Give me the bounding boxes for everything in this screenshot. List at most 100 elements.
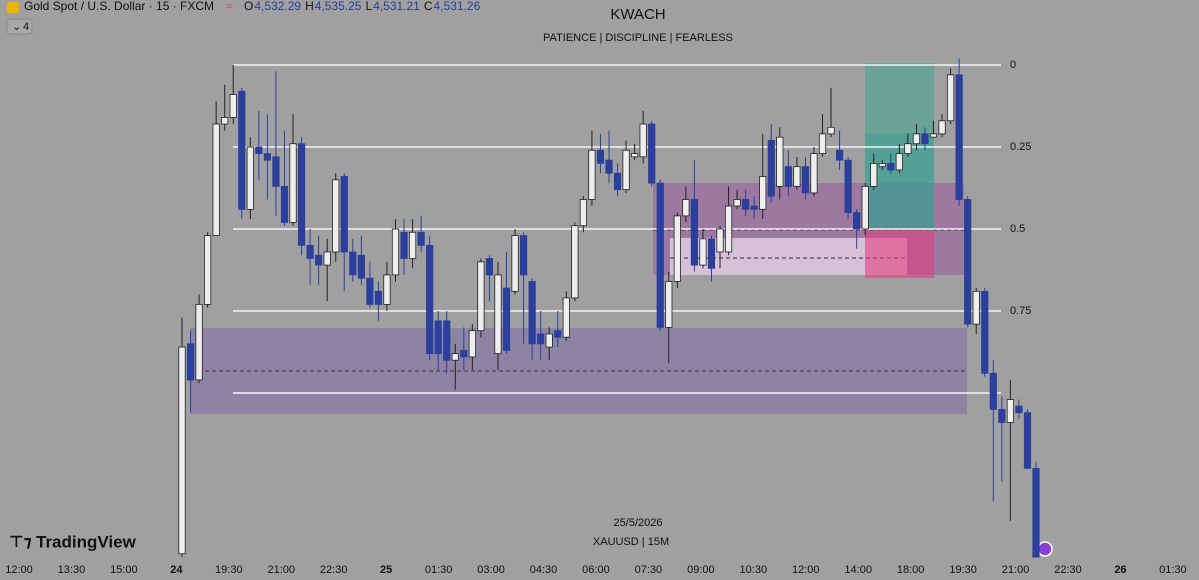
candle-body [263,153,272,161]
candle-body [502,287,511,351]
candle-body [195,304,203,381]
x-tick-label: 14:00 [844,564,872,576]
candle-body [528,281,536,345]
candle-body [272,156,280,187]
x-tick-label: 19:30 [949,564,977,576]
candle-body [212,123,220,236]
candle-body [921,133,929,145]
candle-body [690,199,699,266]
candle-body [349,251,357,276]
candle-body [186,343,195,381]
candle-body [280,185,289,223]
candle-body [596,149,605,164]
candle-body [332,179,340,253]
candle-body [468,330,476,358]
ohlc-key: L [365,0,372,13]
candle-body [981,290,989,374]
candle-body [605,159,613,174]
candle-body [537,333,545,345]
candle-body [178,346,186,555]
ohlc-value: 4,531.21 [373,0,420,13]
candle-body [297,143,306,246]
candle-body [648,123,656,184]
candle-body [443,320,451,361]
x-tick-label: 18:00 [897,564,925,576]
candle-body [699,238,707,266]
ohlc-key: O [244,0,253,13]
x-tick-label: 19:30 [215,564,243,576]
x-tick-label: 12:00 [5,564,33,576]
candle-body [340,176,348,253]
candle-body [955,74,963,200]
x-tick-label: 01:30 [425,564,453,576]
chart-title: KWACH [610,6,665,23]
candle-body [494,274,502,355]
candle-body [366,277,374,305]
candle-body [204,235,212,305]
candle-body [853,212,861,230]
fib-label: 0.5 [1010,223,1025,235]
candle-body [520,235,528,276]
ohlc-value: 4,535.25 [315,0,362,13]
candle-body [246,146,254,210]
logo-mark: ⊤⁊ [9,534,32,551]
x-tick-label: 03:00 [477,564,505,576]
candle-body [656,182,664,328]
candle-body [818,133,827,154]
candle-body [451,353,459,361]
candle-body [357,254,365,279]
candle-body [776,136,784,187]
x-tick-label: 01:30 [1159,564,1187,576]
candle-body [947,74,955,122]
indicator-toggle[interactable] [6,18,33,35]
alert-icon[interactable] [1037,541,1053,557]
candle-body [998,408,1006,423]
candle-body [972,290,980,325]
candle-body [579,199,587,227]
candle-body [904,143,912,154]
candle-body [571,225,579,299]
candle-body [793,166,801,187]
candle-body [639,123,647,158]
candle-body [929,133,938,138]
candle-body [861,185,869,230]
candle-body [408,231,417,259]
fib-label: 0 [1010,59,1016,71]
candle-body [1023,412,1032,469]
candle-body [716,228,724,253]
ohlc-key: C [424,0,433,13]
candle-body [750,205,758,210]
indicator-arrow: ⌄ [12,21,21,33]
x-tick-label: 22:30 [1054,564,1082,576]
candle-body [673,215,681,282]
candle-body [315,254,323,266]
candle-body [588,149,596,200]
candle-body [631,153,639,158]
x-tick-label: 21:00 [1002,564,1030,576]
x-tick-label: 04:30 [530,564,558,576]
candle-body [827,126,835,135]
candle-body [426,244,434,355]
candle-body [306,244,314,259]
candle-body [810,153,818,194]
candle-body [733,199,741,207]
x-tick-label: 12:00 [792,564,820,576]
candle-body [912,133,921,145]
symbol-icon [7,2,19,13]
x-tick-label: 26 [1114,564,1126,576]
ohlc-value: 4,531.26 [434,0,481,13]
date-label: 25/5/2026 [614,517,663,529]
candle-body [844,159,852,213]
x-tick-label: 21:00 [267,564,295,576]
candle-body [835,149,844,161]
candle-body [878,162,886,168]
chart-subtitle: PATIENCE | DISCIPLINE | FEARLESS [543,32,733,44]
fib-label: 0.25 [1010,141,1031,153]
candle-body [665,281,673,328]
fib-label: 0.75 [1010,305,1031,317]
x-axis: 12:00 13:30 15:00 24 19:30 21:00 22:30 25 01:30 0… [5,564,1186,576]
x-tick-label: 13:30 [58,564,86,576]
candle-body [545,333,553,348]
